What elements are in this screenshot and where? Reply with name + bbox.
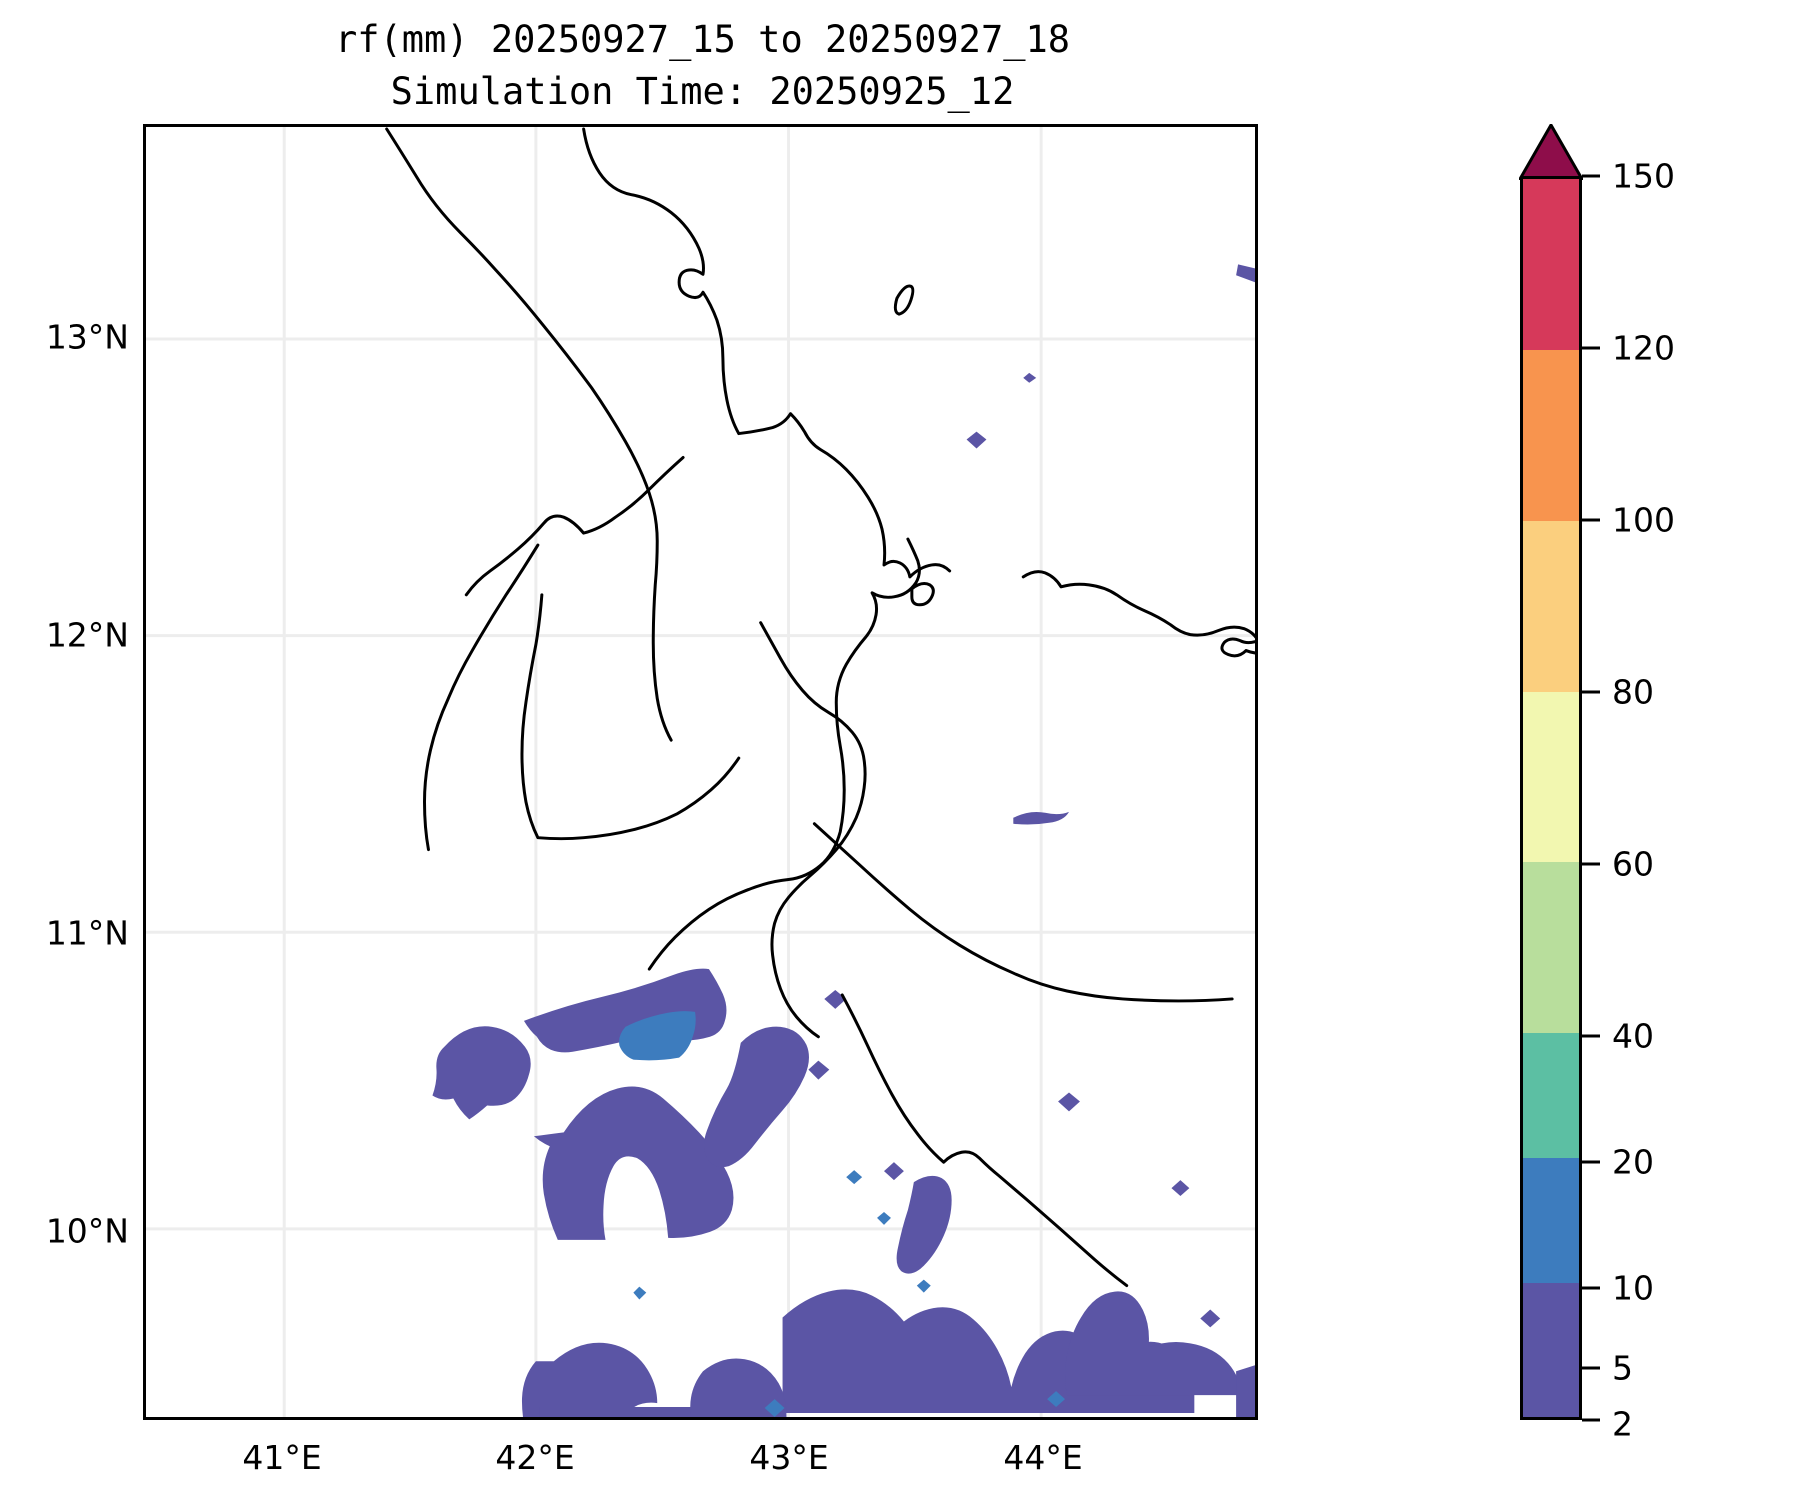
x-tick-41E: 41°E — [242, 1438, 322, 1477]
colorbar-tick-120: 120 — [1612, 328, 1675, 368]
colorbar-gradient — [1520, 176, 1582, 1420]
colorbar-tick-10: 10 — [1612, 1268, 1654, 1308]
colorbar-band-80-100 — [1523, 520, 1579, 692]
colorbar-band-40-60 — [1523, 862, 1579, 1034]
rainfall-band-2-5 — [432, 264, 1255, 1417]
colorbar-tick-mark-150 — [1582, 174, 1600, 178]
colorbar-band-120-150 — [1523, 179, 1579, 350]
colorbar-extend-arrow — [1519, 124, 1583, 180]
colorbar-tick-5: 5 — [1612, 1348, 1633, 1388]
colorbar-tick-mark-80 — [1582, 690, 1600, 694]
colorbar-tick-20: 20 — [1612, 1142, 1654, 1182]
colorbar-tick-mark-60 — [1582, 862, 1600, 866]
map-canvas — [146, 127, 1255, 1417]
figure-title: rf(mm) 20250927_15 to 20250927_18 Simula… — [0, 14, 1405, 118]
colorbar-tick-mark-20 — [1582, 1160, 1600, 1164]
colorbar-band-60-80 — [1523, 691, 1579, 863]
colorbar-tick-60: 60 — [1612, 844, 1654, 884]
map-gridlines — [146, 127, 1255, 1417]
colorbar-tick-150: 150 — [1612, 156, 1675, 196]
y-tick-11N: 11°N — [45, 913, 129, 953]
title-line-1: rf(mm) 20250927_15 to 20250927_18 — [334, 18, 1071, 61]
map-svg — [146, 127, 1255, 1417]
coastlines-and-borders — [385, 127, 1255, 1288]
y-tick-10N: 10°N — [45, 1211, 129, 1251]
colorbar-tick-mark-100 — [1582, 518, 1600, 522]
colorbar-band-10-20 — [1523, 1158, 1579, 1284]
y-tick-12N: 12°N — [45, 615, 129, 655]
colorbar-tick-100: 100 — [1612, 500, 1675, 540]
map-plot-area — [143, 124, 1258, 1420]
colorbar-tick-mark-5 — [1582, 1366, 1600, 1370]
colorbar-tick-80: 80 — [1612, 672, 1654, 712]
x-tick-42E: 42°E — [495, 1438, 575, 1477]
title-line-2: Simulation Time: 20250925_12 — [390, 70, 1015, 113]
y-tick-13N: 13°N — [45, 317, 129, 357]
x-tick-44E: 44°E — [1003, 1438, 1083, 1477]
colorbar: 150 120 100 80 60 40 20 10 5 2 — [1519, 124, 1675, 1444]
x-tick-43E: 43°E — [749, 1438, 829, 1477]
colorbar-tick-40: 40 — [1612, 1016, 1654, 1056]
colorbar-band-100-120 — [1523, 349, 1579, 521]
colorbar-band-20-40 — [1523, 1033, 1579, 1159]
colorbar-tick-mark-40 — [1582, 1034, 1600, 1038]
rainfall-band-5-10 — [619, 1011, 1066, 1417]
colorbar-tick-2: 2 — [1612, 1404, 1633, 1444]
colorbar-tick-mark-120 — [1582, 346, 1600, 350]
colorbar-tick-mark-10 — [1582, 1286, 1600, 1290]
colorbar-band-2-5 — [1523, 1362, 1579, 1417]
colorbar-tick-mark-2 — [1582, 1418, 1600, 1422]
colorbar-band-5-10 — [1523, 1283, 1579, 1363]
